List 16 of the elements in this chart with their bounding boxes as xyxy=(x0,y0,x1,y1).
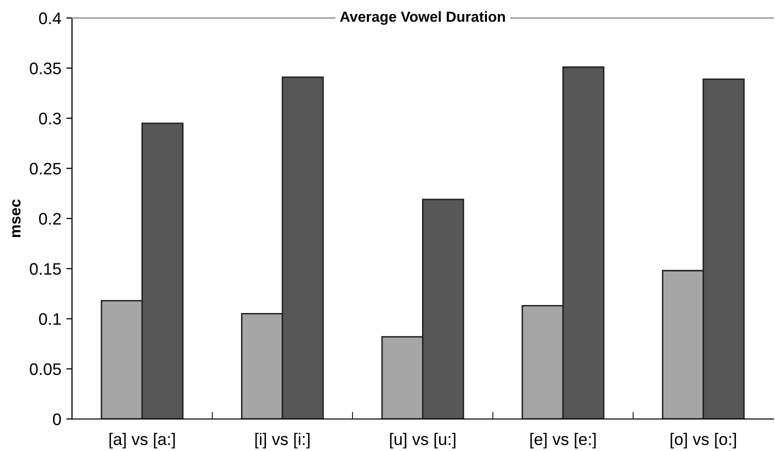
x-tick-label: [o] vs [o:] xyxy=(670,432,736,448)
y-tick-label: 0.25 xyxy=(30,162,61,175)
y-tick-label: 0.4 xyxy=(39,12,62,24)
y-tick-label: 0.35 xyxy=(30,62,61,74)
y-tick-label: 0.2 xyxy=(39,212,61,225)
chart-title: Average Vowel Duration xyxy=(340,11,505,25)
x-tick-label: [e] vs [e:] xyxy=(530,432,596,448)
y-tick-label: 0 xyxy=(52,413,61,426)
y-tick-label: 0.15 xyxy=(30,263,61,275)
y-tick-label: 0.05 xyxy=(30,363,61,376)
y-axis-title: msec xyxy=(12,199,21,238)
x-tick-label: [u] vs [u:] xyxy=(390,432,456,448)
y-tick-label: 0.3 xyxy=(39,112,61,124)
x-tick-label: [i] vs [i:] xyxy=(255,432,310,448)
y-tick-label: 0.1 xyxy=(39,313,61,325)
x-tick-label: [a] vs [a:] xyxy=(110,432,175,448)
